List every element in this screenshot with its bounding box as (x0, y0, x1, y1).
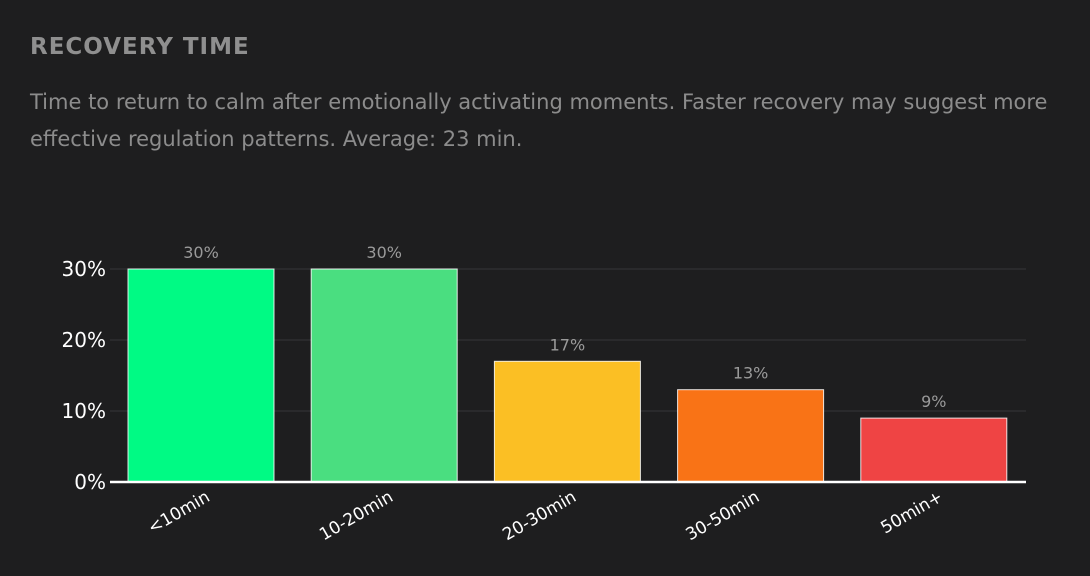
x-tick-label: 30-50min (683, 487, 764, 545)
bar-2 (310, 268, 458, 483)
data-label: 30% (366, 243, 402, 262)
x-tick-label: 10-20min (316, 487, 397, 545)
bar-3 (493, 360, 641, 483)
bar-4 (677, 389, 825, 483)
x-tick-label: 50min+ (877, 487, 946, 538)
y-tick-label: 20% (62, 328, 106, 352)
y-tick-label: 10% (62, 399, 106, 423)
data-labels: 30% 30% 17% 13% 9% (183, 243, 946, 411)
bar-1 (127, 268, 275, 483)
x-tick-label: 20-30min (499, 487, 580, 545)
y-tick-label: 30% (62, 257, 106, 281)
x-axis-ticks: <10min 10-20min 20-30min 30-50min 50min+ (145, 487, 947, 545)
data-label: 13% (733, 364, 769, 383)
x-tick-label: <10min (145, 487, 214, 538)
bars (127, 268, 1008, 483)
y-tick-label: 0% (74, 470, 106, 494)
card-description: Time to return to calm after emotionally… (30, 90, 1048, 151)
data-label: 30% (183, 243, 219, 262)
card-title: RECOVERY TIME (30, 34, 250, 60)
data-label: 9% (921, 392, 946, 411)
bar-5 (860, 417, 1008, 483)
data-label: 17% (550, 335, 586, 354)
y-axis-ticks: 0% 10% 20% 30% (62, 257, 106, 494)
